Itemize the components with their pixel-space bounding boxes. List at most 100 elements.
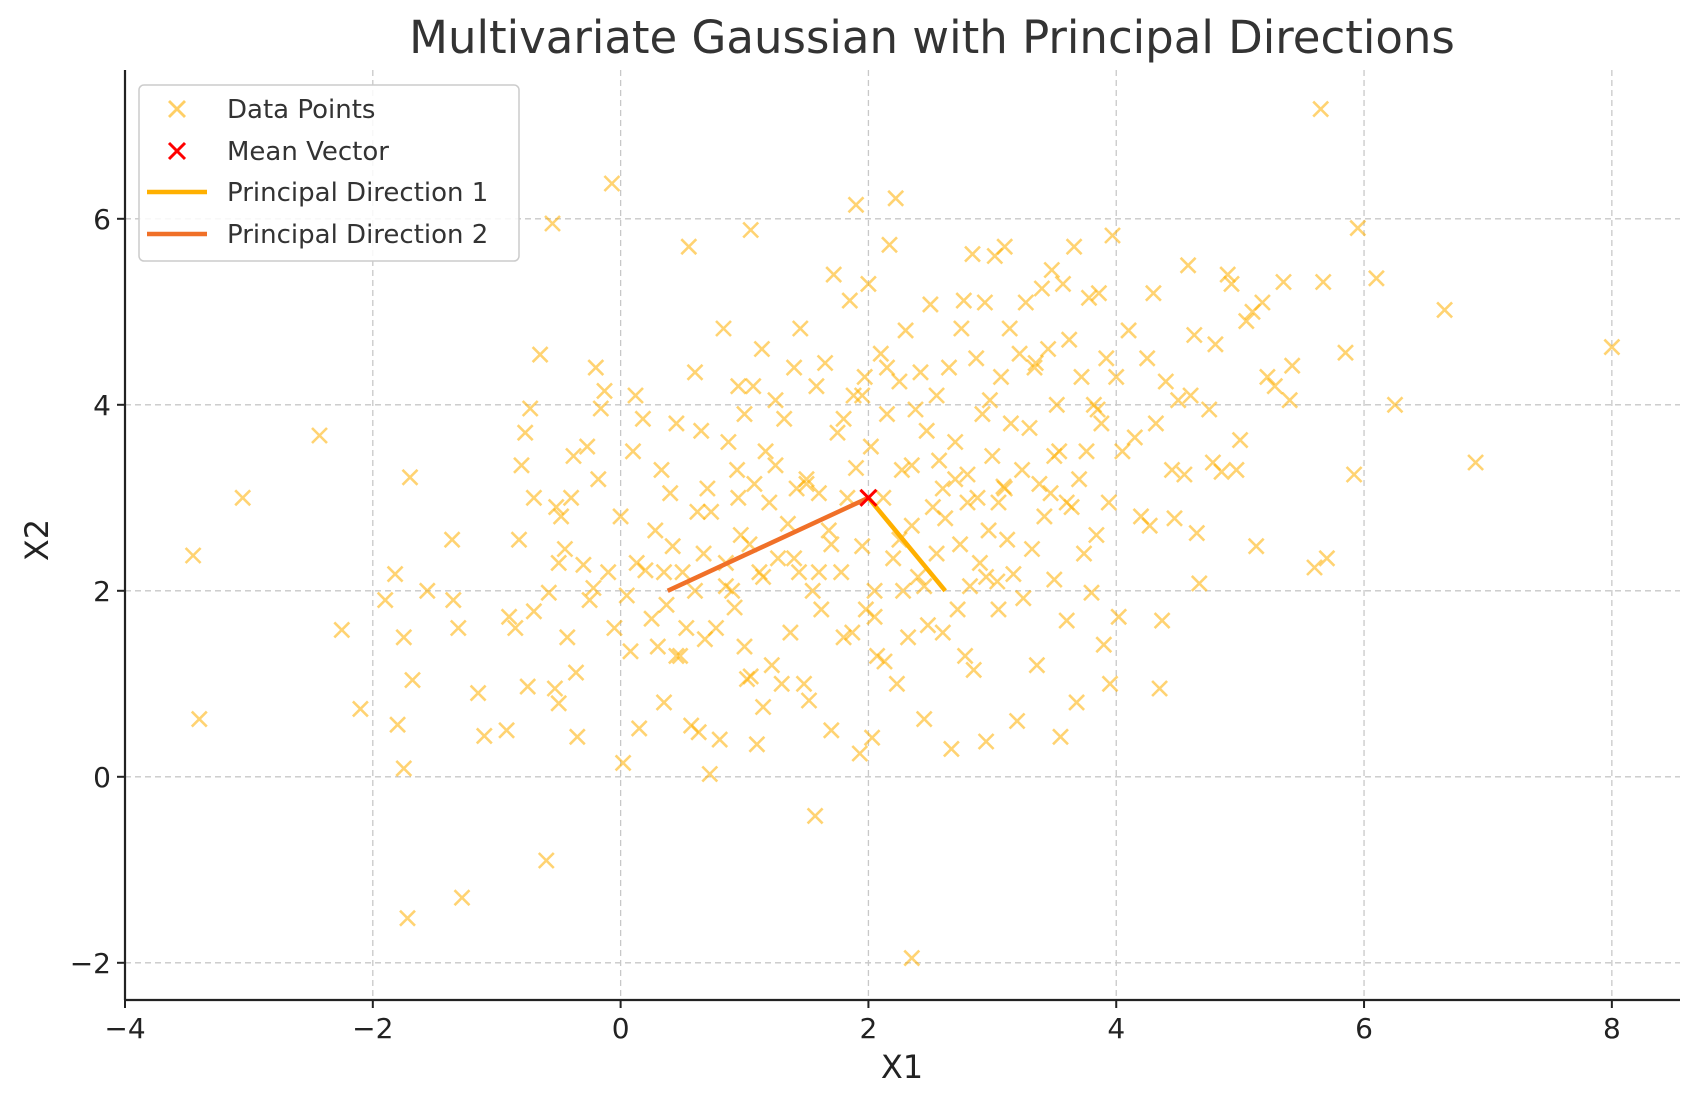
data-point xyxy=(401,468,419,486)
data-point xyxy=(1182,387,1200,404)
data-point xyxy=(934,480,952,497)
data-point xyxy=(1258,368,1276,386)
data-point xyxy=(692,422,710,440)
data-point xyxy=(760,494,778,511)
data-point xyxy=(845,387,863,404)
data-point xyxy=(622,642,639,660)
data-point xyxy=(1073,368,1090,386)
data-point xyxy=(655,563,673,581)
data-point xyxy=(915,710,933,728)
data-point xyxy=(627,387,644,404)
data-point xyxy=(1436,301,1454,319)
data-point xyxy=(1043,261,1061,279)
data-point xyxy=(1349,219,1367,237)
data-point xyxy=(1052,728,1069,746)
data-point xyxy=(990,600,1007,618)
data-point xyxy=(790,563,808,581)
data-point xyxy=(903,517,921,535)
data-point xyxy=(812,600,830,618)
data-point xyxy=(729,377,747,395)
data-point xyxy=(1153,612,1171,630)
data-point xyxy=(881,236,898,254)
data-point xyxy=(767,391,784,409)
data-point xyxy=(550,694,568,712)
data-point xyxy=(806,807,824,825)
data-point xyxy=(592,400,610,417)
data-point xyxy=(444,591,462,609)
data-point xyxy=(853,387,871,404)
data-point xyxy=(701,765,719,783)
legend-label-principal-direction-2: Principal Direction 2 xyxy=(227,220,488,250)
data-point xyxy=(1101,675,1119,693)
chart-title: Multivariate Gaussian with Principal Dir… xyxy=(409,11,1455,64)
data-point xyxy=(1275,273,1292,291)
data-point xyxy=(810,563,828,581)
data-point xyxy=(605,619,623,637)
data-point xyxy=(971,554,989,572)
data-point xyxy=(1283,357,1301,375)
data-point xyxy=(1175,466,1193,483)
data-point xyxy=(1027,354,1045,372)
data-point xyxy=(754,568,772,586)
data-point xyxy=(404,671,421,689)
data-point xyxy=(757,442,775,460)
data-point xyxy=(717,577,735,595)
data-point xyxy=(540,584,558,602)
data-point xyxy=(1060,331,1078,349)
data-point xyxy=(1467,454,1485,471)
data-point xyxy=(1100,494,1118,511)
data-point xyxy=(395,759,413,777)
data-point xyxy=(1021,419,1038,437)
data-point xyxy=(680,238,698,256)
data-point xyxy=(1039,340,1057,358)
data-point xyxy=(1004,565,1022,583)
data-point xyxy=(1092,414,1110,432)
data-point xyxy=(946,470,964,488)
data-point xyxy=(934,624,952,642)
data-point xyxy=(469,684,487,702)
data-point xyxy=(1070,470,1088,488)
legend-label-mean-vector: Mean Vector xyxy=(227,137,389,167)
data-point xyxy=(1014,589,1032,607)
data-point xyxy=(878,405,896,423)
data-point xyxy=(769,549,787,567)
data-point xyxy=(1163,461,1181,479)
data-point xyxy=(804,582,822,600)
data-point xyxy=(1169,391,1187,409)
data-point xyxy=(903,949,921,967)
data-point xyxy=(453,889,471,907)
data-point xyxy=(618,587,636,604)
data-point xyxy=(832,563,850,581)
data-point xyxy=(744,377,762,395)
data-point xyxy=(825,266,843,284)
y-tick-label: −2 xyxy=(70,947,111,980)
data-point xyxy=(951,535,969,553)
data-point xyxy=(550,554,568,572)
data-point xyxy=(742,221,760,239)
data-point xyxy=(1306,559,1323,576)
y-tick-label: 4 xyxy=(93,389,111,422)
data-point xyxy=(1058,494,1076,511)
data-point xyxy=(773,675,791,693)
data-point xyxy=(853,537,871,555)
data-point xyxy=(1147,414,1165,432)
x-axis-label: X1 xyxy=(881,1048,923,1086)
data-point xyxy=(967,349,985,367)
data-point xyxy=(1166,509,1183,527)
data-point xyxy=(847,196,865,214)
data-point xyxy=(1603,338,1621,356)
data-point xyxy=(475,727,493,745)
data-point xyxy=(965,661,983,679)
data-point xyxy=(1013,461,1031,479)
data-point xyxy=(835,628,853,646)
data-point xyxy=(956,647,974,665)
data-point xyxy=(912,363,929,381)
data-point xyxy=(1075,545,1093,563)
data-point xyxy=(847,459,865,477)
data-point xyxy=(498,721,516,739)
data-point xyxy=(537,852,555,869)
principal-directions xyxy=(666,495,947,593)
data-point xyxy=(829,424,846,442)
data-point xyxy=(763,656,781,674)
data-point xyxy=(949,600,967,618)
